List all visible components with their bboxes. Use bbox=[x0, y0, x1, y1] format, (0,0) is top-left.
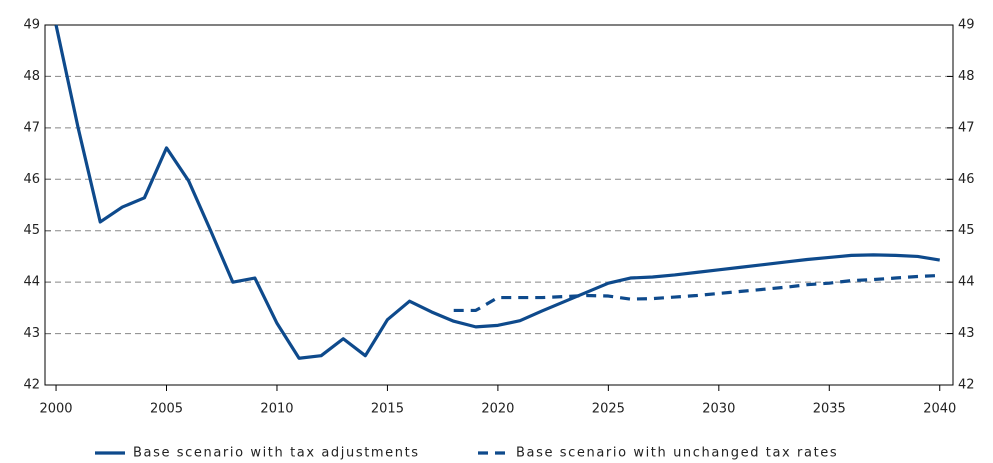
x-tick-label: 2000 bbox=[39, 402, 72, 417]
y2-tick-label: 46 bbox=[958, 172, 975, 187]
y-tick-label: 44 bbox=[23, 275, 40, 290]
y2-tick-label: 43 bbox=[958, 326, 975, 341]
y-tick-label: 47 bbox=[23, 120, 40, 135]
y-tick-label: 48 bbox=[23, 69, 40, 84]
series-line bbox=[453, 273, 940, 313]
x-tick-label: 2025 bbox=[592, 402, 625, 417]
legend-label: Base scenario with unchanged tax rates bbox=[516, 446, 838, 461]
y2-tick-label: 48 bbox=[958, 69, 975, 84]
x-tick-label: 2030 bbox=[702, 402, 735, 417]
x-tick-label: 2010 bbox=[260, 402, 293, 417]
y2-tick-label: 42 bbox=[958, 378, 975, 393]
y-tick-label: 42 bbox=[23, 378, 40, 393]
y2-tick-label: 49 bbox=[958, 18, 975, 33]
plot-frame bbox=[44, 24, 954, 386]
x-tick-label: 2015 bbox=[371, 402, 404, 417]
y2-tick-label: 45 bbox=[958, 223, 975, 238]
y-tick-label: 43 bbox=[23, 326, 40, 341]
y-tick-label: 45 bbox=[23, 223, 40, 238]
series-line bbox=[54, 24, 941, 360]
x-tick-label: 2020 bbox=[481, 402, 514, 417]
y-tick-label: 49 bbox=[23, 18, 40, 33]
legend-label: Base scenario with tax adjustments bbox=[133, 446, 420, 461]
y2-tick-label: 47 bbox=[958, 120, 975, 135]
y2-tick-label: 44 bbox=[958, 275, 975, 290]
x-tick-label: 2035 bbox=[813, 402, 846, 417]
x-tick-label: 2040 bbox=[923, 402, 956, 417]
x-tick-label: 2005 bbox=[150, 402, 183, 417]
y-tick-label: 46 bbox=[23, 172, 40, 187]
